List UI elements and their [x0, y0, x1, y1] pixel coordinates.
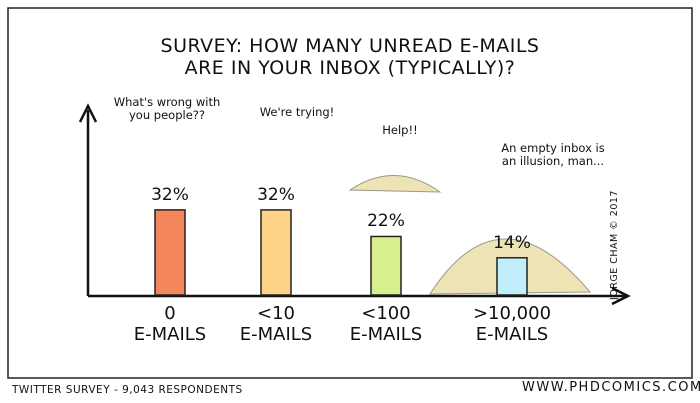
- panel-frame: [7, 7, 693, 379]
- x-tick-label: >10,000 E-MAILS: [472, 303, 552, 345]
- chart-title: SURVEY: HOW MANY UNREAD E-MAILS ARE IN Y…: [160, 35, 540, 79]
- bar: [370, 235, 402, 296]
- value-label: 22%: [367, 211, 405, 232]
- value-label: 32%: [257, 184, 295, 205]
- annotation: What's wrong with you people??: [113, 95, 221, 123]
- x-tick-label: <10 E-MAILS: [239, 303, 313, 345]
- annotation: Help!!: [382, 123, 418, 137]
- bar: [154, 209, 186, 296]
- bar: [496, 257, 528, 296]
- credit: JORGE CHAM © 2017: [609, 190, 620, 300]
- value-label: 32%: [151, 184, 189, 205]
- annotation: An empty inbox is an illusion, man...: [501, 141, 605, 169]
- y-axis-arrow: [78, 103, 98, 123]
- source-note: TWITTER SURVEY - 9,043 RESPONDENTS: [12, 384, 243, 396]
- email-pile-small: [348, 175, 442, 193]
- bar: [260, 209, 292, 296]
- x-axis-arrow: [611, 286, 631, 306]
- x-tick-label: <100 E-MAILS: [349, 303, 423, 345]
- value-label: 14%: [493, 232, 531, 253]
- x-tick-label: 0 E-MAILS: [133, 303, 207, 345]
- website: WWW.PHDCOMICS.COM: [522, 380, 700, 395]
- annotation: We're trying!: [259, 105, 335, 119]
